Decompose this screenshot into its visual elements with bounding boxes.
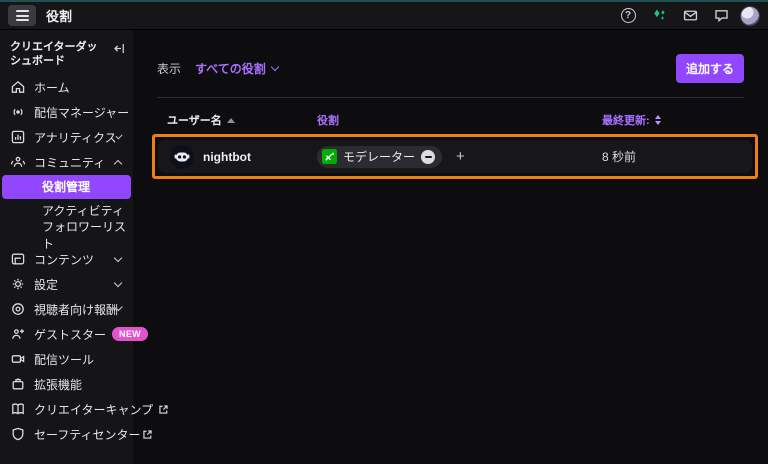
book-icon [12,403,24,415]
help-icon: ? [620,8,636,23]
chevron-down-icon [113,278,123,287]
roles-toolbar: 表示 すべての役割 追加する [157,54,744,83]
sidebar-item-stream-manager[interactable]: 配信マネージャー [0,100,133,125]
guest-star-icon [12,329,24,339]
shield-icon [12,427,24,441]
chevron-down-icon [113,253,123,262]
page-title: 役割 [46,9,73,24]
sidebar-item-settings[interactable]: 設定 [0,272,133,297]
sidebar: クリエイターダッシュボード ホーム 配信マネージャー アナリティクス [0,30,168,464]
gear-icon [12,278,24,290]
column-role[interactable]: 役割 [317,115,339,127]
sidebar-item-home[interactable]: ホーム [0,75,133,100]
external-link-icon [142,429,152,439]
chat-bubble-icon [714,10,728,23]
chevron-down-icon [270,62,279,72]
role-filter-dropdown[interactable]: すべての役割 [195,60,279,77]
table-row[interactable]: nightbot モデレーター + 8 秒前 [158,140,752,173]
sidebar-item-content[interactable]: コンテンツ [0,247,133,272]
table-header: ユーザー名 役割 最終更新: [157,112,744,128]
remove-role-button[interactable] [421,149,436,164]
mail-icon [683,10,697,21]
nightbot-avatar [170,144,194,169]
toolbar-divider [157,97,744,98]
sidebar-item-creator-camp[interactable]: クリエイターキャンプ [0,397,168,422]
sidebar-item-safety-center[interactable]: セーフティセンター [0,422,152,447]
sidebar-item-stream-tools[interactable]: 配信ツール [0,347,133,372]
column-last-updated[interactable]: 最終更新: [602,112,744,128]
top-accent-line [0,0,768,2]
content-icon [11,253,25,265]
add-role-to-user-button[interactable]: + [456,148,465,165]
topbar-actions: ? [616,4,760,28]
username: nightbot [203,149,251,164]
sort-both-icon [654,115,661,125]
annotation-highlight-box: nightbot モデレーター + 8 秒前 [152,134,758,179]
last-updated-value: 8 秒前 [602,150,637,164]
broadcast-icon [13,108,23,116]
extensions-icon [12,378,24,390]
sidebar-item-extensions[interactable]: 拡張機能 [0,372,133,397]
sidebar-item-viewer-rewards[interactable]: 視聴者向け報酬 [0,297,133,322]
rewards-sparkle-button[interactable] [647,4,671,28]
sidebar-item-community[interactable]: コミュニティ [0,150,133,175]
role-cell: モデレーター + [317,145,602,168]
sparkle-icon [653,9,665,20]
top-bar: 役割 ? [0,2,768,30]
minus-icon [424,155,432,158]
camera-icon [11,355,25,363]
last-updated-cell: 8 秒前 [602,148,752,165]
sidebar-title: クリエイターダッシュボード [10,41,98,68]
sidebar-item-analytics[interactable]: アナリティクス [0,125,133,150]
user-avatar[interactable] [740,5,760,26]
main-content: 表示 すべての役割 追加する ユーザー名 役割 最終更新: [133,30,768,464]
inbox-button[interactable] [678,4,702,28]
chevron-up-icon [113,159,123,168]
collapse-icon [114,44,124,53]
role-badge[interactable]: モデレーター [317,145,443,168]
moderator-icon [322,149,337,164]
help-button[interactable]: ? [616,4,640,28]
rewards-icon [12,303,24,315]
add-role-button[interactable]: 追加する [675,54,744,83]
sidebar-subitem-follower-list[interactable]: フォロワーリスト [42,219,127,251]
hamburger-menu-button[interactable] [8,5,36,26]
community-icon [10,156,26,167]
column-username[interactable]: ユーザー名 [167,112,317,128]
sidebar-subitem-role-management[interactable]: 役割管理 [2,174,131,199]
home-icon [11,81,25,93]
collapse-sidebar-button[interactable] [112,41,127,59]
sidebar-subitem-activity[interactable]: アクティビティ [42,204,124,219]
sidebar-header: クリエイターダッシュボード [0,38,133,75]
filter-label: 表示 [157,62,182,76]
analytics-icon [11,130,25,144]
user-cell: nightbot [170,144,317,169]
sort-ascending-icon [226,117,235,123]
sidebar-item-guest-star[interactable]: ゲストスター NEW [0,322,148,347]
new-badge: NEW [112,327,148,342]
whispers-button[interactable] [709,4,733,28]
external-link-icon [159,404,168,414]
